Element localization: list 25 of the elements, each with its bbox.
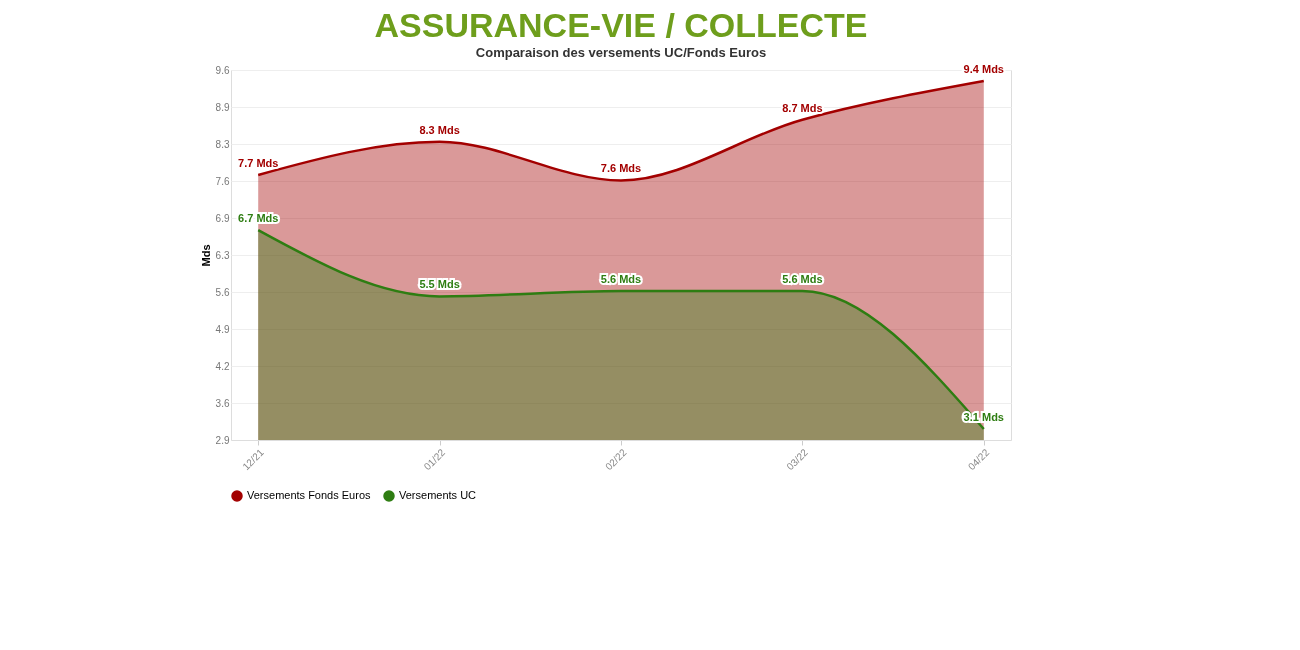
chart-title: ASSURANCE-VIE / COLLECTE: [374, 6, 868, 45]
data-label: 6.7 Mds: [238, 212, 279, 225]
y-tick-label: 3.6: [215, 397, 230, 409]
data-label: 8.3 Mds: [419, 123, 460, 136]
y-tick-label: 4.9: [215, 323, 230, 335]
y-tick-label: 2.9: [215, 434, 230, 446]
legend-label: Versements Fonds Euros: [247, 489, 371, 501]
y-tick-label: 9.6: [215, 64, 230, 76]
data-label: 7.6 Mds: [600, 162, 642, 175]
y-tick-label: 6.9: [215, 212, 230, 224]
y-axis-title: Mds: [199, 244, 212, 267]
y-tick-label: 7.6: [215, 175, 230, 187]
data-label: 5.6 Mds: [782, 272, 823, 285]
y-tick-label: 5.6: [215, 286, 230, 298]
data-label: 7.7 Mds: [238, 156, 279, 169]
data-label: 8.7 Mds: [782, 101, 823, 114]
y-tick-label: 6.3: [215, 249, 230, 261]
data-label: 5.5 Mds: [419, 278, 460, 291]
y-tick-label: 8.3: [215, 138, 230, 150]
y-tick-label: 8.9: [215, 101, 230, 113]
legend-label: Versements UC: [399, 489, 477, 501]
data-label: 9.4 Mds: [963, 63, 1004, 76]
chart-subtitle: Comparaison des versements UC/Fonds Euros: [475, 45, 767, 61]
y-tick-label: 4.2: [215, 360, 230, 372]
data-label: 5.6 Mds: [600, 272, 642, 285]
